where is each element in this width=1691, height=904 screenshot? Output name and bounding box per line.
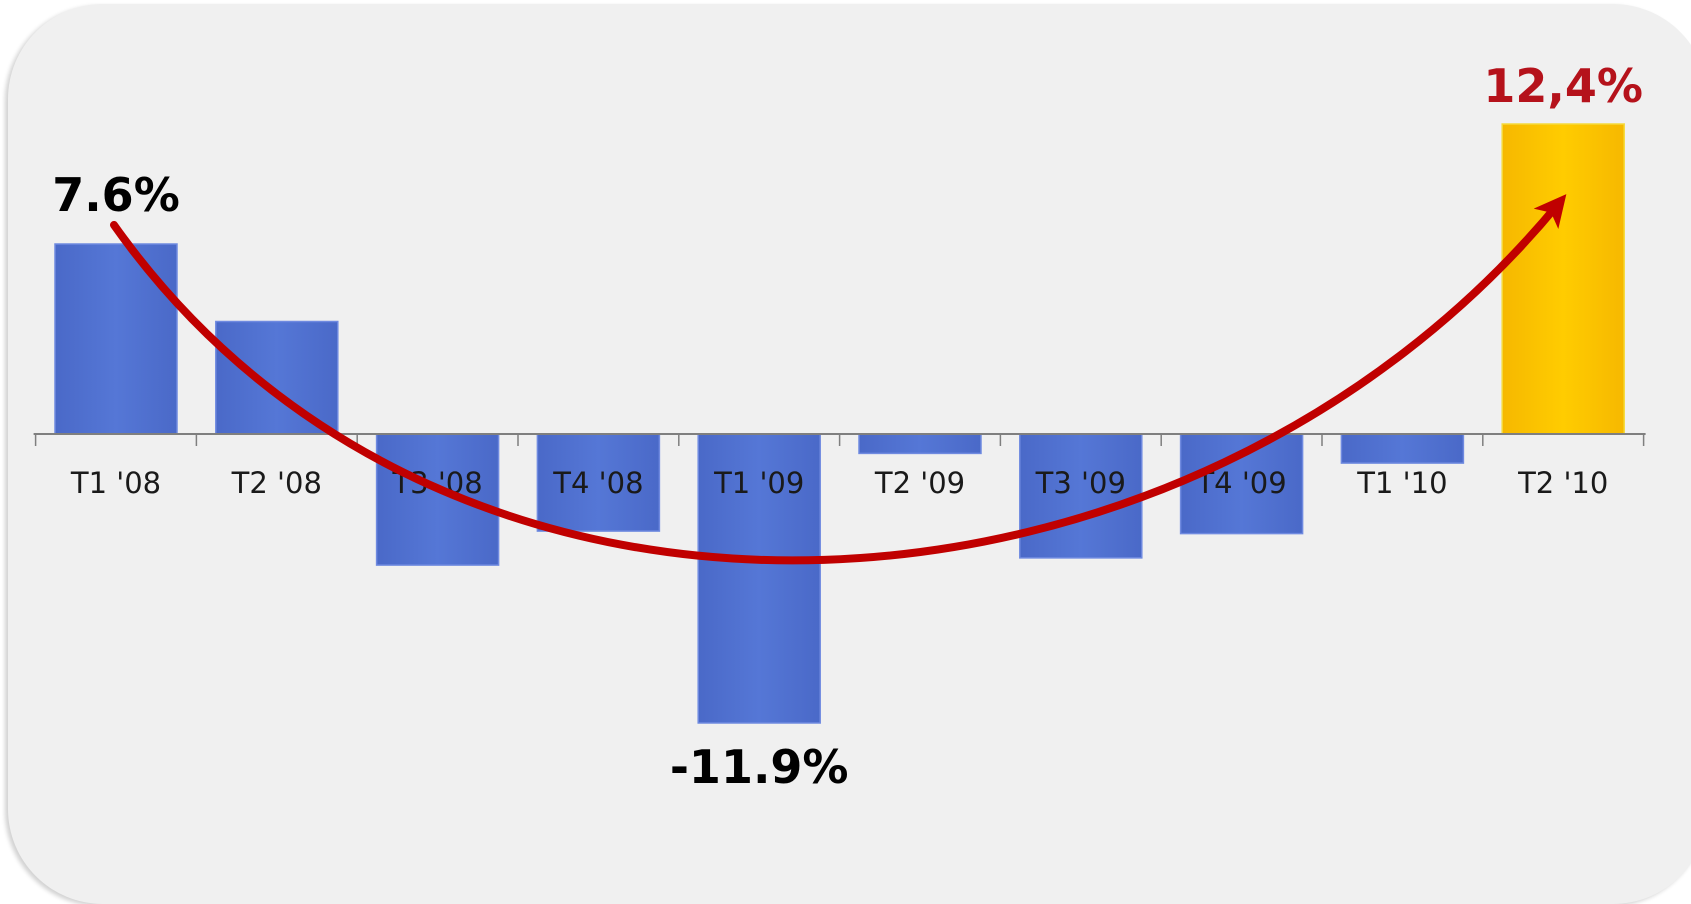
tick-labels: T1 '08 T2 '08 T3 '08 T4 '08 T1 '09 T2 '09 T3 '…	[70, 466, 1608, 500]
tick-label: T1 '08	[70, 466, 161, 500]
bar-t3-08	[375, 433, 500, 566]
trend-arrow	[110, 194, 1567, 565]
bar-t2-09	[858, 433, 982, 455]
bar-chart: T1 '08 T2 '08 T3 '08 T4 '08 T1 '09 T2 '09 T3 '…	[33, 59, 1646, 794]
bar-t2-10	[1501, 123, 1625, 435]
data-label: 7.6%	[52, 168, 180, 222]
bar-t2-08	[215, 320, 339, 435]
data-label: -11.9%	[670, 740, 849, 794]
bar-t1-08	[54, 243, 178, 435]
trend-arrow-layer	[110, 194, 1567, 565]
tick-label: T1 '09	[713, 466, 804, 500]
bar-t3-09	[1019, 433, 1143, 559]
bars-layer	[54, 123, 1625, 724]
tick-label: T2 '10	[1517, 466, 1608, 500]
tick-label: T2 '08	[231, 466, 322, 500]
tick-label: T1 '10	[1356, 466, 1447, 500]
tick-label: T2 '09	[874, 466, 965, 500]
tick-label: T3 '09	[1035, 466, 1126, 500]
bar-t1-09	[697, 433, 821, 724]
data-labels: 7.6% -11.9% 12,4%	[52, 59, 1643, 794]
tick-label: T4 '08	[552, 466, 643, 500]
x-axis	[33, 433, 1646, 446]
bar-t1-10	[1340, 433, 1465, 464]
data-label: 12,4%	[1483, 59, 1643, 113]
